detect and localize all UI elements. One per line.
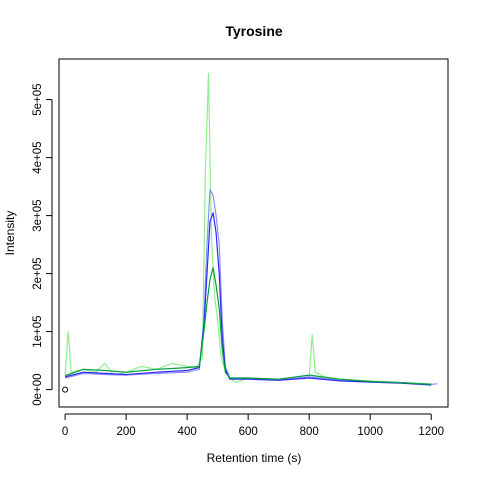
x-tick-label: 1000 <box>357 426 383 438</box>
y-tick-label: 3e+05 <box>32 199 44 231</box>
y-tick-label: 2e+05 <box>32 257 44 289</box>
x-tick-label: 400 <box>178 426 197 438</box>
y-axis: 0e+00 1e+05 2e+05 3e+05 4e+05 5e+05 <box>32 83 53 406</box>
y-tick-label: 4e+05 <box>32 141 44 173</box>
y-tick-label: 5e+05 <box>32 83 44 115</box>
series-line-3 <box>64 212 432 386</box>
x-tick-label: 0 <box>62 426 68 438</box>
y-tick-label: 1e+05 <box>32 315 44 347</box>
series-line-4 <box>64 267 432 385</box>
y-tick-label: 0e+00 <box>32 373 44 405</box>
x-tick-label: 200 <box>117 426 136 438</box>
plot-series-group <box>62 72 438 393</box>
x-tick-label: 600 <box>239 426 258 438</box>
y-axis-label: Intensity <box>3 211 17 256</box>
x-tick-label: 1200 <box>418 426 444 438</box>
origin-marker <box>62 386 69 393</box>
x-tick-label: 800 <box>300 426 319 438</box>
x-axis-label: Retention time (s) <box>207 451 302 465</box>
x-axis: 0 200 400 600 800 1000 1200 <box>62 413 444 438</box>
chart-title: Tyrosine <box>225 23 283 39</box>
plot-frame <box>58 58 449 408</box>
